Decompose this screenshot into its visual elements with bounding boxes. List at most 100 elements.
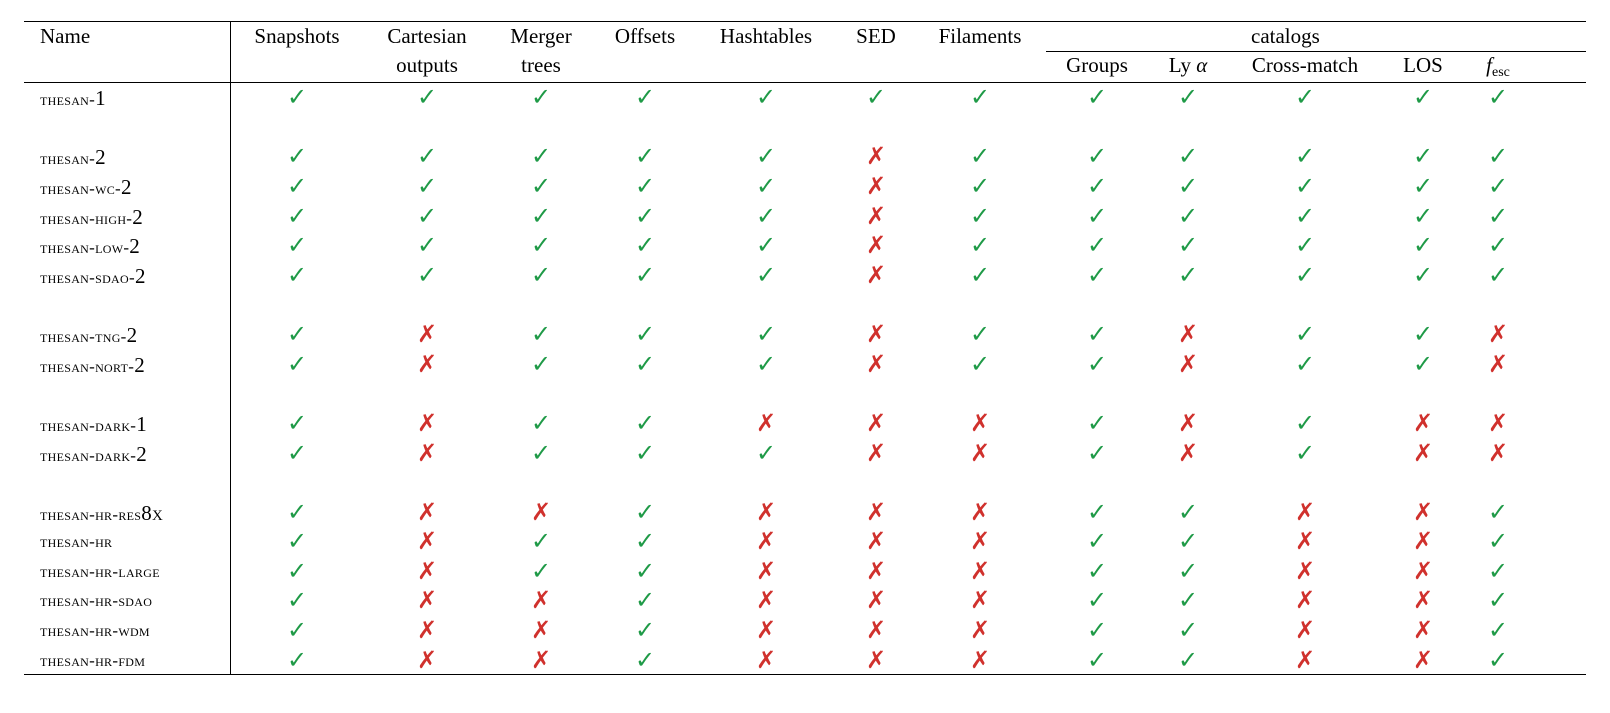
cross-icon: ✗ [416,350,438,378]
cross-icon: ✗ [865,261,887,289]
check-icon: ✓ [1086,527,1108,555]
check-icon: ✓ [634,557,656,585]
check-icon: ✓ [1412,231,1434,259]
col-header-merger: Merger [510,24,572,48]
cross-icon: ✗ [865,498,887,526]
check-icon: ✓ [286,350,308,378]
check-icon: ✓ [286,498,308,526]
check-icon: ✓ [1487,202,1509,230]
check-icon: ✓ [1086,320,1108,348]
cross-icon: ✗ [416,646,438,674]
row-name: thesan-hr [40,532,113,551]
check-icon: ✓ [1294,350,1316,378]
check-icon: ✓ [530,409,552,437]
check-icon: ✓ [1177,646,1199,674]
check-icon: ✓ [416,261,438,289]
row-name: thesan-dark-1 [40,412,148,436]
row-name: thesan-hr-wdm [40,621,150,640]
cross-icon: ✗ [755,646,777,674]
check-icon: ✓ [1412,320,1434,348]
check-icon: ✓ [755,202,777,230]
cross-icon: ✗ [1412,498,1434,526]
check-icon: ✓ [634,320,656,348]
header-rule [24,82,1586,83]
check-icon: ✓ [1086,439,1108,467]
check-icon: ✓ [969,202,991,230]
cross-icon: ✗ [1487,439,1509,467]
check-icon: ✓ [755,172,777,200]
cross-icon: ✗ [416,616,438,644]
check-icon: ✓ [530,439,552,467]
check-icon: ✓ [1086,409,1108,437]
check-icon: ✓ [1086,142,1108,170]
check-icon: ✓ [634,586,656,614]
cross-icon: ✗ [969,586,991,614]
check-icon: ✓ [1177,142,1199,170]
check-icon: ✓ [1487,586,1509,614]
check-icon: ✓ [634,231,656,259]
cross-icon: ✗ [1294,498,1316,526]
check-icon: ✓ [1294,172,1316,200]
cross-icon: ✗ [865,202,887,230]
check-icon: ✓ [1487,231,1509,259]
cross-icon: ✗ [1294,586,1316,614]
check-icon: ✓ [1487,616,1509,644]
check-icon: ✓ [755,231,777,259]
cross-icon: ✗ [865,350,887,378]
check-icon: ✓ [634,616,656,644]
cross-icon: ✗ [1177,409,1199,437]
check-icon: ✓ [530,320,552,348]
cross-icon: ✗ [755,409,777,437]
cross-icon: ✗ [865,586,887,614]
check-icon: ✓ [634,527,656,555]
cross-icon: ✗ [969,527,991,555]
cross-icon: ✗ [530,586,552,614]
row-name: thesan-sdao-2 [40,264,146,288]
check-icon: ✓ [1086,231,1108,259]
col-header-crossmatch: Cross-match [1251,53,1359,77]
check-icon: ✓ [1177,261,1199,289]
check-icon: ✓ [1086,646,1108,674]
name-column-divider [230,21,231,675]
check-icon: ✓ [755,439,777,467]
cross-icon: ✗ [416,320,438,348]
check-icon: ✓ [755,83,777,111]
check-icon: ✓ [1294,409,1316,437]
row-name: thesan-wc-2 [40,175,132,199]
cross-icon: ✗ [1412,409,1434,437]
check-icon: ✓ [1086,557,1108,585]
check-icon: ✓ [1294,83,1316,111]
col-header-merger-line2: trees [521,53,561,77]
cross-icon: ✗ [865,320,887,348]
cross-icon: ✗ [416,439,438,467]
check-icon: ✓ [1177,527,1199,555]
bottom-rule [24,674,1586,675]
check-icon: ✓ [286,231,308,259]
check-icon: ✓ [530,350,552,378]
check-icon: ✓ [1086,350,1108,378]
check-icon: ✓ [634,409,656,437]
check-icon: ✓ [1294,142,1316,170]
check-icon: ✓ [1487,172,1509,200]
check-icon: ✓ [1177,498,1199,526]
check-icon: ✓ [416,231,438,259]
cross-icon: ✗ [755,586,777,614]
cross-icon: ✗ [865,142,887,170]
check-icon: ✓ [634,350,656,378]
check-icon: ✓ [634,498,656,526]
cross-icon: ✗ [969,557,991,585]
cross-icon: ✗ [865,557,887,585]
row-name: thesan-high-2 [40,205,144,229]
check-icon: ✓ [286,557,308,585]
check-icon: ✓ [1086,261,1108,289]
cross-icon: ✗ [969,646,991,674]
check-icon: ✓ [1086,202,1108,230]
check-icon: ✓ [1177,557,1199,585]
catalogs-rule [1046,51,1586,52]
check-icon: ✓ [1412,261,1434,289]
check-icon: ✓ [634,261,656,289]
cross-icon: ✗ [1412,527,1434,555]
check-icon: ✓ [286,142,308,170]
check-icon: ✓ [634,142,656,170]
check-icon: ✓ [530,557,552,585]
